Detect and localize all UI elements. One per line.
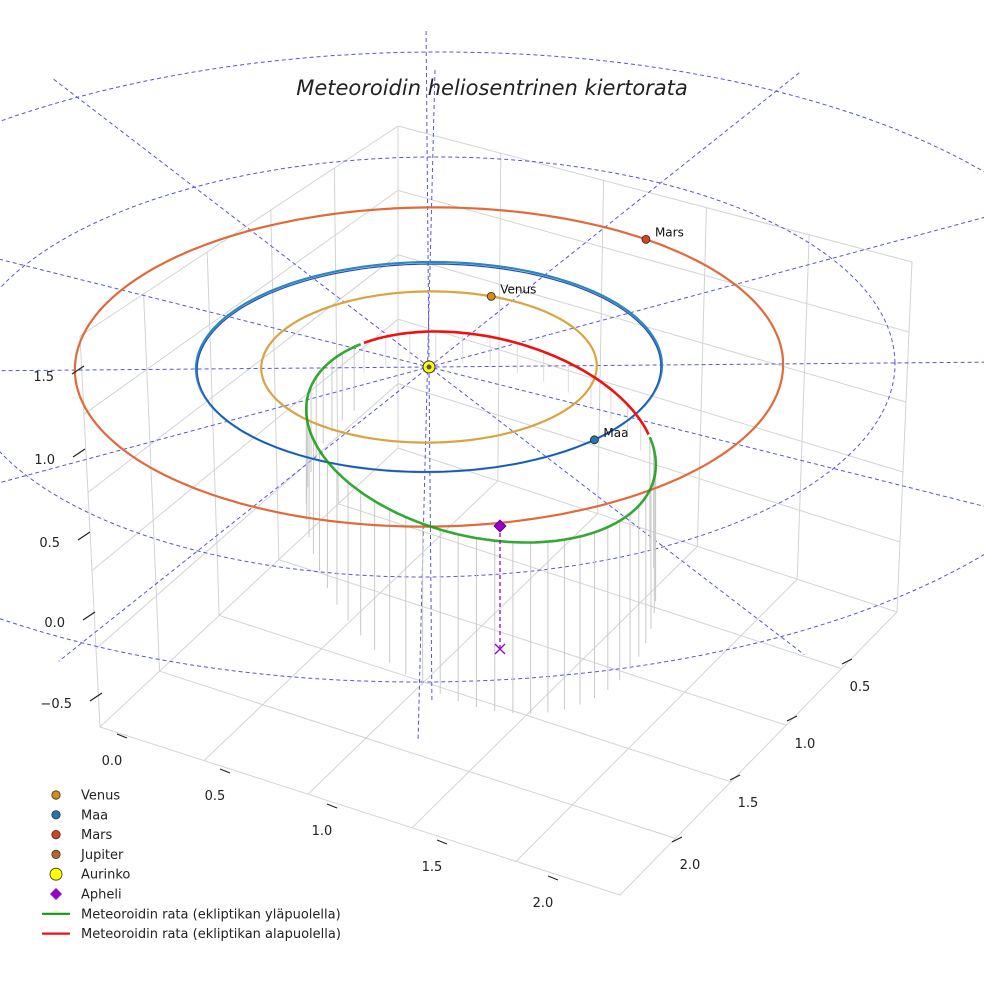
legend-item-1-marker: [51, 810, 61, 820]
y-tick-mark: [671, 836, 683, 843]
wall-grid-line: [796, 234, 810, 580]
x-tick-label: 0.0: [102, 754, 123, 769]
x-tick-mark: [326, 803, 338, 809]
orbit-maa-inner: [196, 263, 662, 473]
axes-box-grid: [79, 125, 913, 896]
wall-grid-line: [597, 180, 605, 514]
meteoroid-orbit: [304, 330, 658, 544]
wall-grid-line: [333, 167, 339, 504]
legend-item-7-label: Meteoroidin rata (ekliptikan alapuolella…: [81, 927, 341, 942]
x-tick-label: 2.0: [533, 896, 554, 911]
planet-maa-label: Maa: [603, 426, 628, 440]
floor-grid-line: [219, 614, 731, 783]
right-edge: [896, 261, 913, 613]
z-axis-ticks: −0.5 0.0 0.5 1.0 1.5: [33, 365, 103, 712]
top-outline: [79, 125, 913, 337]
x-tick-mark: [547, 875, 559, 881]
ecliptic-radial: [0, 216, 984, 484]
x-tick-label: 0.5: [205, 789, 226, 804]
floor-grid-line: [411, 546, 698, 829]
wall-grid-line: [696, 207, 707, 547]
planet-orbits: [73, 206, 785, 528]
wall-grid-line: [91, 318, 904, 571]
wall-grid-line: [95, 383, 901, 650]
wall-grid-line: [83, 189, 910, 415]
y-tick-mark: [729, 774, 741, 781]
x-axis-ticks: 0.0 0.5 1.0 1.5 2.0: [102, 733, 559, 911]
legend-item-5-label: Apheli: [81, 888, 122, 903]
z-tick-label: −0.5: [40, 697, 72, 712]
legend-item-3-marker: [51, 849, 61, 860]
y-tick-label: 1.0: [795, 737, 816, 752]
ecliptic-normal-axis: [417, 69, 436, 743]
aphelion-floor-cross: [494, 643, 506, 655]
x-tick-mark: [436, 839, 448, 845]
floor-outline: [99, 447, 898, 896]
x-tick-label: 1.5: [422, 860, 443, 875]
x-tick-mark: [116, 733, 128, 739]
orbit-venus: [260, 290, 598, 444]
z-tick-label: 1.5: [33, 370, 54, 385]
meteoroid-orbit-below: [363, 330, 650, 436]
z-tick-mark: [71, 365, 85, 375]
wall-grid-line: [206, 251, 220, 616]
chart-title: Meteoroidin heliosentrinen kiertorata: [296, 76, 688, 100]
planet-venus-label: Venus: [500, 282, 536, 296]
planet-venus-marker: [486, 291, 496, 301]
ecliptic-radial: [0, 361, 984, 372]
wall-grid-line: [270, 209, 280, 560]
meteoroid-orbit-above: [304, 342, 658, 544]
legend-item-4-marker: [49, 867, 63, 881]
z-tick-label: 0.5: [39, 536, 60, 551]
y-tick-label: 0.5: [850, 680, 871, 695]
floor-grid-line: [515, 578, 798, 862]
ecliptic-radial: [0, 258, 984, 507]
floor-grid-line: [278, 559, 787, 726]
y-tick-label: 1.5: [738, 796, 759, 811]
x-tick-label: 1.0: [312, 824, 333, 839]
legend-item-0-marker: [51, 790, 61, 800]
y-tick-mark: [786, 715, 798, 722]
orbit-mars: [73, 206, 785, 528]
legend-item-0-label: Venus: [81, 789, 120, 804]
wall-grid-line: [497, 153, 502, 481]
floor-grid-line: [338, 503, 842, 670]
floor-grid-line: [159, 670, 676, 839]
z-tick-label: 1.0: [34, 453, 55, 468]
chart-markers: Venus Maa Mars: [422, 225, 684, 655]
z-tick-label: 0.0: [44, 616, 65, 631]
legend-item-4-label: Aurinko: [81, 868, 130, 883]
y-tick-mark: [841, 658, 853, 665]
wall-grid-line: [87, 254, 907, 493]
legend-item-1-label: Maa: [81, 808, 108, 823]
z-tick-mark: [89, 692, 103, 702]
z-tick-mark: [77, 531, 91, 541]
aphelion-marker: [493, 519, 507, 533]
ecliptic-ring: [0, 51, 984, 683]
floor-grid-line: [203, 480, 499, 761]
ecliptic-ring: [0, 156, 896, 578]
legend: Venus Maa Mars Jupiter Aurinko Apheli Meteoroi…: [42, 789, 341, 942]
legend-item-2-label: Mars: [81, 828, 113, 843]
planet-maa-marker: [589, 435, 599, 445]
legend-item-3-label: Jupiter: [80, 848, 124, 863]
y-axis-ticks: 0.5 1.0 1.5 2.0: [671, 658, 871, 873]
legend-item-2-marker: [51, 829, 61, 840]
legend-item-5-marker: [50, 888, 62, 900]
meteoroid-height-stems: [305, 331, 657, 714]
z-tick-mark: [72, 448, 86, 458]
planet-mars-marker: [641, 234, 651, 244]
floor-grid-line: [307, 513, 598, 795]
left-edge: [79, 335, 101, 728]
legend-item-6-label: Meteoroidin rata (ekliptikan yläpuolella…: [81, 907, 341, 922]
sun-center-dot: [426, 364, 432, 370]
wall-grid-line: [143, 293, 161, 672]
planet-mars-label: Mars: [655, 225, 684, 239]
y-tick-label: 2.0: [680, 858, 701, 873]
x-tick-mark: [219, 768, 231, 774]
z-tick-mark: [82, 611, 96, 621]
